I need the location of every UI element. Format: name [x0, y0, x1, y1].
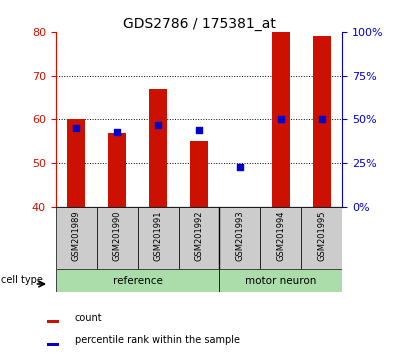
- Bar: [219, 207, 260, 269]
- Point: [278, 117, 284, 122]
- Text: percentile rank within the sample: percentile rank within the sample: [75, 335, 240, 346]
- Bar: [56, 269, 219, 292]
- Bar: [56, 207, 97, 269]
- Point: [114, 129, 120, 135]
- Text: GSM201994: GSM201994: [276, 210, 285, 261]
- Text: cell type: cell type: [1, 275, 43, 285]
- Bar: [219, 269, 342, 292]
- Bar: [301, 207, 342, 269]
- Text: motor neuron: motor neuron: [245, 275, 316, 286]
- Text: GSM201993: GSM201993: [236, 210, 244, 261]
- Bar: [260, 207, 301, 269]
- Text: GSM201991: GSM201991: [154, 210, 162, 261]
- Bar: [97, 207, 138, 269]
- Point: [196, 127, 202, 133]
- Bar: [138, 207, 179, 269]
- Text: GSM201990: GSM201990: [113, 210, 122, 261]
- Text: GSM201995: GSM201995: [317, 210, 326, 261]
- Text: GSM201992: GSM201992: [195, 210, 203, 261]
- Title: GDS2786 / 175381_at: GDS2786 / 175381_at: [123, 17, 275, 31]
- Bar: [190, 141, 208, 207]
- Bar: [47, 343, 59, 346]
- Text: reference: reference: [113, 275, 162, 286]
- Point: [319, 117, 325, 122]
- Bar: [47, 320, 59, 323]
- Text: GSM201989: GSM201989: [72, 210, 81, 261]
- Bar: [108, 133, 126, 207]
- Point: [237, 164, 243, 170]
- Point: [73, 125, 79, 131]
- Bar: [67, 120, 86, 207]
- Text: count: count: [75, 313, 102, 323]
- Bar: [149, 89, 167, 207]
- Point: [155, 122, 161, 127]
- Bar: [179, 207, 219, 269]
- Bar: [272, 32, 290, 207]
- Bar: [312, 36, 331, 207]
